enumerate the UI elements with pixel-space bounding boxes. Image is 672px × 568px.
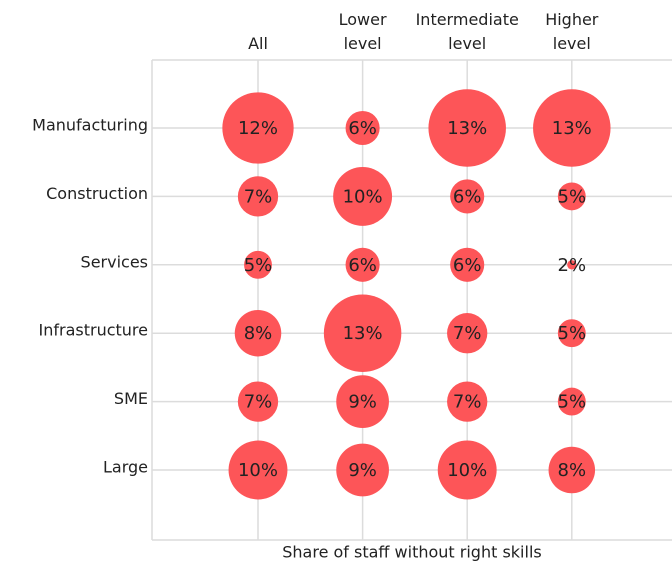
value-label: 7% (244, 186, 273, 207)
value-label: 6% (453, 255, 482, 276)
bubble (548, 446, 596, 494)
bubble (567, 260, 577, 270)
bubble (222, 92, 294, 164)
bubble (345, 247, 380, 282)
bubble (345, 110, 380, 146)
value-label: 5% (558, 323, 587, 344)
value-label: 13% (552, 118, 592, 139)
bubble (557, 387, 586, 416)
bubble (533, 89, 611, 167)
bubble (336, 443, 389, 497)
value-label: 9% (348, 460, 377, 481)
row-label: Services (81, 252, 148, 271)
value-label: 7% (453, 323, 482, 344)
bubble (450, 179, 485, 214)
value-label: 13% (447, 118, 487, 139)
value-label: 6% (453, 186, 482, 207)
bubble (333, 166, 393, 226)
column-label: Lower level (339, 10, 387, 53)
value-label: 10% (238, 460, 278, 481)
column-label: Higher level (545, 10, 599, 53)
value-label: 10% (447, 460, 487, 481)
column-label: All (248, 34, 268, 53)
row-label: Large (103, 458, 148, 477)
row-label: SME (114, 389, 148, 408)
bubble (557, 182, 586, 211)
bubble (234, 309, 282, 357)
value-label: 12% (238, 118, 278, 139)
bubble (323, 294, 402, 372)
x-axis-label: Share of staff without right skills (282, 543, 541, 562)
bubble (437, 440, 497, 500)
value-label: 8% (558, 460, 587, 481)
value-label: 5% (558, 186, 587, 207)
bubble (447, 381, 488, 422)
bubble (237, 176, 279, 217)
value-label: 9% (348, 392, 377, 413)
value-label: 10% (343, 186, 383, 207)
bubble (336, 375, 389, 428)
bubble (244, 250, 272, 279)
value-label: 5% (558, 392, 587, 413)
bubble (237, 381, 279, 422)
bubble (428, 89, 506, 167)
value-label: 8% (244, 323, 273, 344)
row-label: Infrastructure (39, 321, 148, 340)
value-label: 2% (558, 255, 587, 276)
bubble (228, 440, 288, 500)
bubble (557, 319, 586, 348)
bubble (450, 247, 485, 282)
bubble (447, 313, 488, 354)
column-label: Intermediate level (416, 10, 519, 53)
value-label: 6% (348, 255, 377, 276)
value-label: 6% (348, 118, 377, 139)
value-label: 7% (453, 392, 482, 413)
value-label: 7% (244, 392, 273, 413)
row-label: Manufacturing (32, 116, 148, 135)
row-label: Construction (46, 184, 148, 203)
value-label: 5% (244, 255, 273, 276)
value-label: 13% (343, 323, 383, 344)
